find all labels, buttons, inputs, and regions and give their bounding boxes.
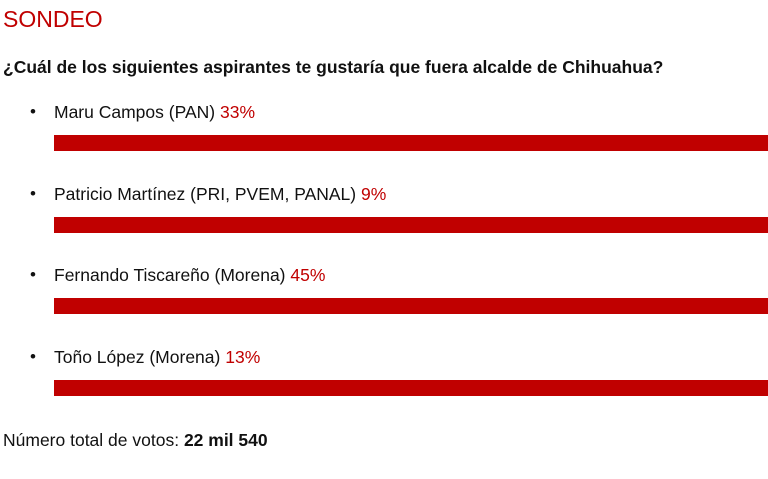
option-percent: 9% [361,183,387,204]
option: • Patricio Martínez (PRI, PVEM, PANAL) 9% [0,184,768,264]
option-percent: 33% [219,102,256,122]
option-name: Patricio Martínez (PRI, PVEM, PANAL) [54,183,357,204]
bullet: • [30,347,36,367]
bullet: • [30,102,36,121]
bullet: • [30,183,36,203]
option: • Fernando Tiscareño (Morena) 45% [0,265,768,345]
title: SONDEO [3,6,103,32]
option: • Maru Campos (PAN) 33% [0,102,768,182]
option: • Toño López (Morena) 13% [0,347,768,427]
option-bar [54,298,768,315]
question: ¿Cuál de los siguientes aspirantes te gu… [3,57,664,77]
option-label: Toño López (Morena) 13% [54,347,260,368]
option-bar [54,135,768,151]
option-bar [54,380,768,397]
bullet: • [30,265,36,285]
option-name: Fernando Tiscareño (Morena) [54,265,286,286]
option-label: Maru Campos (PAN) 33% [54,102,255,123]
total-value: 22 mil 540 [183,430,268,450]
option-bar [54,216,768,233]
option-label: Patricio Martínez (PRI, PVEM, PANAL) 9% [54,184,386,205]
option-percent: 45% [290,265,326,286]
option-label: Fernando Tiscareño (Morena) 45% [54,265,325,286]
option-name: Toño López (Morena) [54,347,221,368]
total-label: Número total de votos: [3,430,180,450]
option-percent: 13% [225,347,261,368]
option-name: Maru Campos (PAN) [54,102,216,122]
footer: Número total de votos: 22 mil 540 [3,430,268,451]
